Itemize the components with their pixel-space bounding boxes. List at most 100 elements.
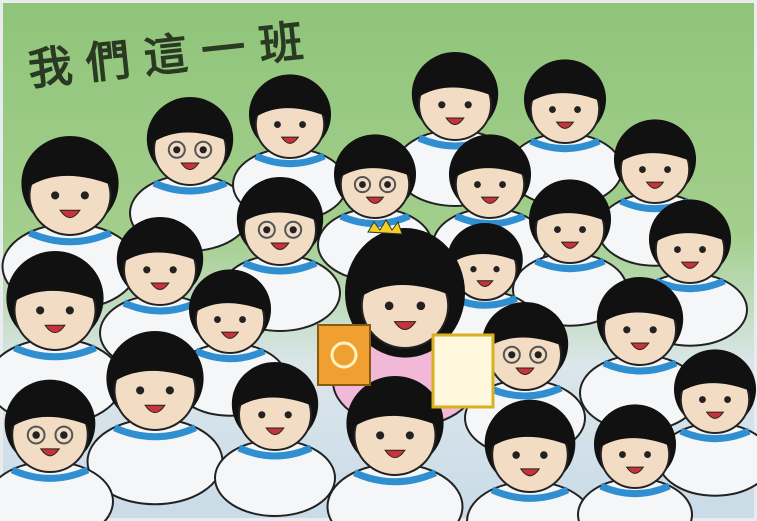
- eye: [289, 226, 297, 234]
- mouth: [144, 404, 166, 414]
- mouth: [180, 162, 200, 171]
- eye: [508, 351, 516, 359]
- mouth: [645, 181, 665, 189]
- bangs: [112, 337, 198, 383]
- bangs: [487, 308, 563, 348]
- eye: [619, 451, 626, 458]
- mouth: [560, 241, 580, 249]
- mouth: [280, 136, 300, 144]
- collar: [487, 384, 563, 400]
- eye: [299, 121, 306, 128]
- eye: [474, 181, 481, 188]
- eye: [464, 101, 472, 109]
- eye: [65, 306, 74, 315]
- bangs: [27, 142, 113, 188]
- bangs: [338, 140, 412, 179]
- bangs: [352, 382, 438, 428]
- person: [657, 349, 757, 497]
- crown: [367, 219, 403, 235]
- bangs: [10, 385, 90, 428]
- person: [507, 59, 623, 207]
- eye: [32, 431, 40, 439]
- eye: [534, 351, 542, 359]
- eye: [199, 146, 207, 154]
- collar: [599, 482, 671, 498]
- eye: [699, 396, 706, 403]
- glasses: [257, 220, 276, 239]
- mouth: [384, 449, 406, 459]
- eye: [493, 266, 500, 273]
- eye: [579, 226, 586, 233]
- bangs: [678, 355, 752, 394]
- eye: [80, 191, 89, 200]
- collar: [353, 469, 437, 486]
- eye: [438, 101, 446, 109]
- mouth: [220, 331, 240, 339]
- eye: [639, 166, 646, 173]
- person: [214, 362, 336, 517]
- person: [326, 376, 464, 521]
- bangs: [528, 65, 602, 104]
- collar: [679, 427, 751, 443]
- mouth: [150, 282, 170, 291]
- collar: [113, 424, 197, 441]
- eye: [549, 106, 556, 113]
- eye: [499, 181, 506, 188]
- mouth: [515, 367, 535, 376]
- glasses: [194, 140, 213, 159]
- mouth: [519, 468, 541, 477]
- bangs: [242, 183, 318, 223]
- eye: [51, 191, 60, 200]
- shirt: [214, 439, 336, 517]
- eye: [376, 431, 385, 440]
- bangs: [12, 257, 98, 303]
- glasses: [26, 425, 46, 445]
- eye: [384, 181, 391, 188]
- collar: [529, 137, 601, 153]
- eye: [359, 181, 366, 188]
- bangs: [451, 228, 519, 264]
- glasses: [284, 220, 303, 239]
- eye: [649, 326, 657, 334]
- mouth: [39, 448, 61, 457]
- eye: [284, 411, 292, 419]
- person: [577, 404, 693, 521]
- mouth: [480, 196, 500, 204]
- glasses: [378, 175, 397, 194]
- collar: [194, 347, 266, 363]
- collar: [490, 486, 570, 502]
- collar: [237, 444, 313, 460]
- mouth: [265, 427, 285, 436]
- mouth: [555, 121, 575, 129]
- mouth: [476, 280, 494, 288]
- glasses: [167, 140, 186, 159]
- glasses: [502, 345, 521, 364]
- eye: [60, 431, 68, 439]
- bangs: [490, 405, 570, 448]
- bangs: [237, 368, 313, 408]
- eye: [136, 386, 145, 395]
- bangs: [533, 185, 607, 224]
- eye: [699, 246, 706, 253]
- mouth: [680, 261, 700, 269]
- collar: [534, 257, 606, 273]
- eye: [263, 226, 271, 234]
- person: [0, 379, 114, 521]
- mouth: [630, 342, 650, 351]
- bangs: [453, 140, 527, 179]
- eye: [173, 146, 181, 154]
- bangs: [359, 249, 451, 298]
- bangs: [417, 58, 493, 98]
- eye: [512, 451, 520, 459]
- collar: [10, 466, 90, 482]
- eye: [143, 266, 151, 274]
- eye: [470, 266, 477, 273]
- person: [579, 277, 701, 432]
- eye: [416, 301, 426, 311]
- eye: [274, 121, 281, 128]
- mouth: [445, 117, 465, 126]
- glasses: [353, 175, 372, 194]
- eye: [554, 226, 561, 233]
- collar: [602, 359, 678, 375]
- mouth: [705, 411, 725, 419]
